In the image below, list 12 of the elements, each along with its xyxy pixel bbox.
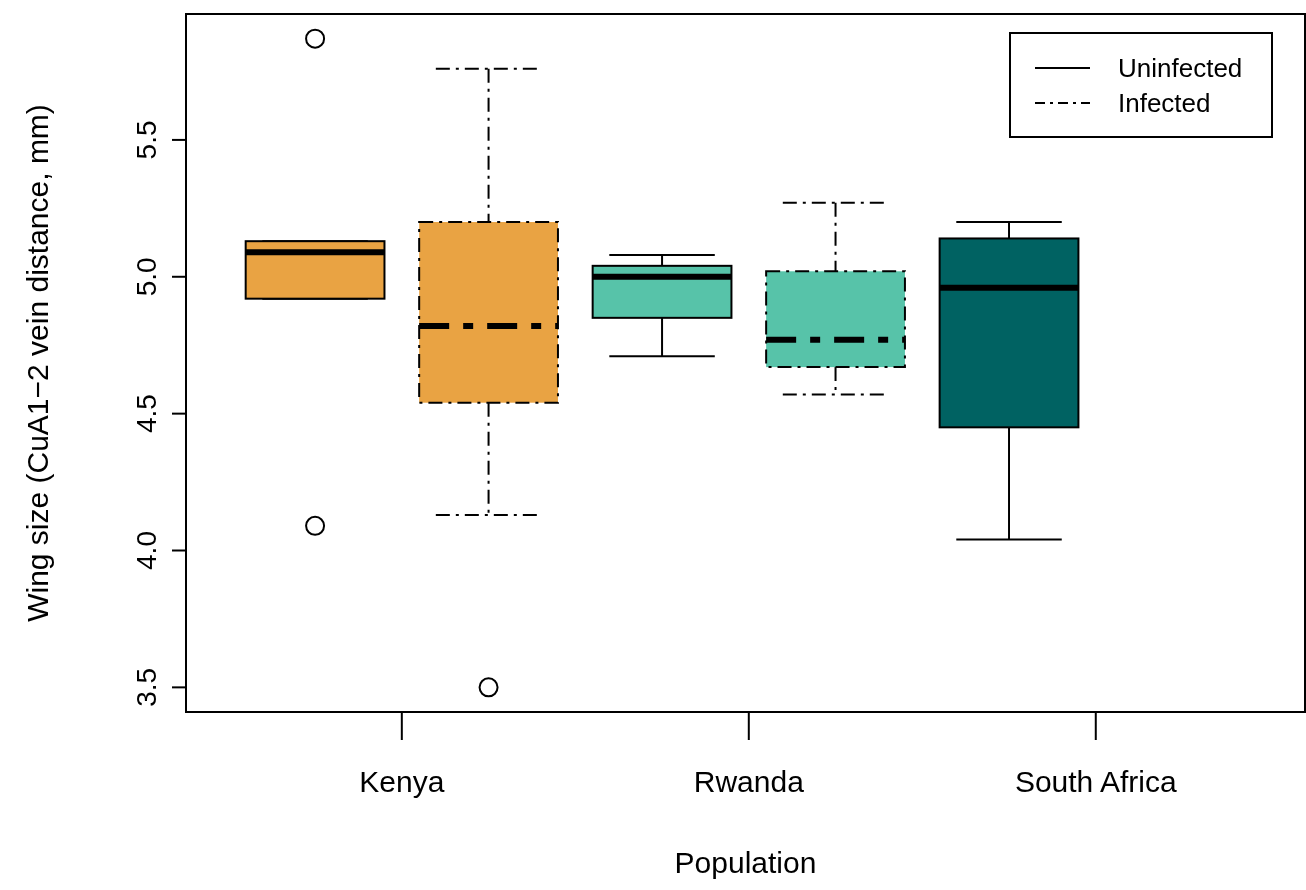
y-axis-title: Wing size (CuA1−2 vein distance, mm) bbox=[21, 104, 54, 622]
legend-label: Infected bbox=[1118, 88, 1211, 119]
x-tick-label: Rwanda bbox=[693, 765, 805, 798]
y-tick-label: 4.0 bbox=[131, 531, 162, 570]
y-tick-label: 3.5 bbox=[131, 667, 162, 707]
x-axis-title: Population bbox=[674, 846, 817, 879]
y-tick-label: 5.5 bbox=[131, 120, 162, 160]
x-tick-label: Kenya bbox=[359, 765, 445, 798]
y-tick-label: 4.5 bbox=[131, 394, 162, 434]
y-tick-label: 5.0 bbox=[131, 257, 162, 297]
x-tick-label: South Africa bbox=[1014, 765, 1177, 798]
legend-label: Uninfected bbox=[1118, 53, 1243, 84]
